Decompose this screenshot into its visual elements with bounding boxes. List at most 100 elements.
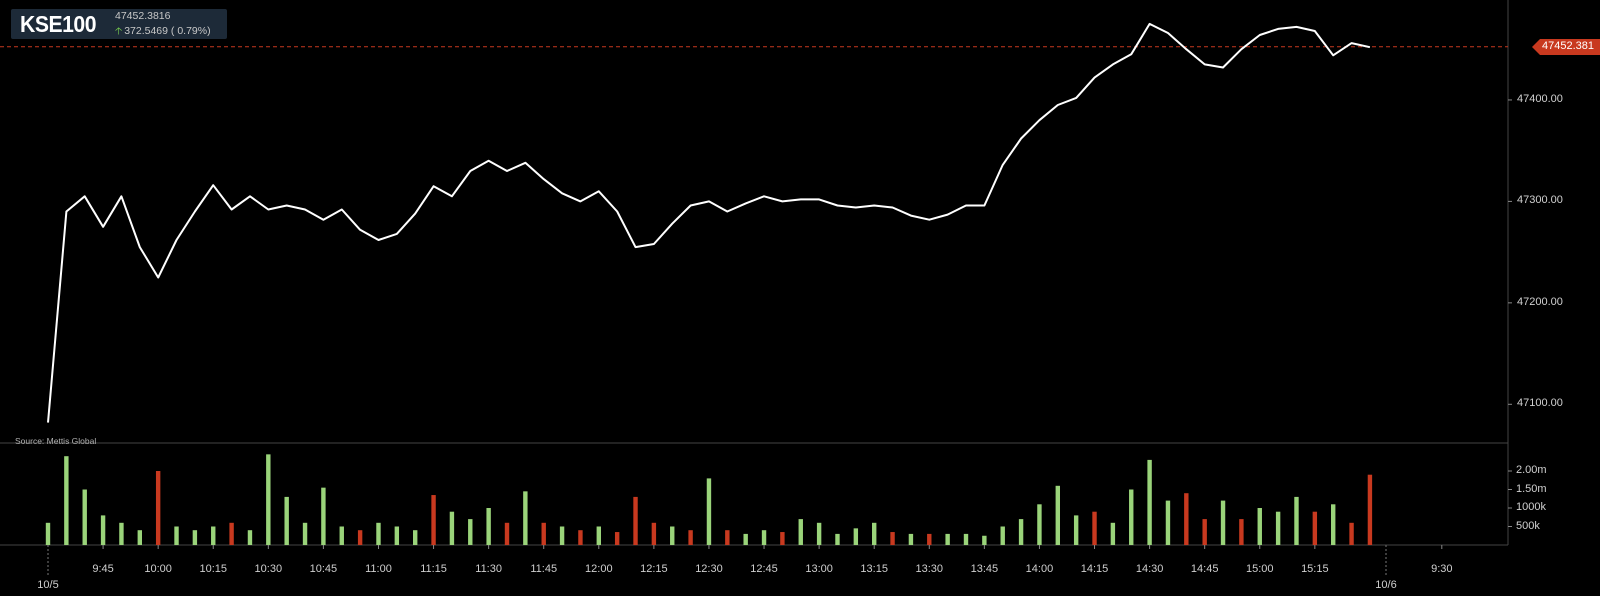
- volume-bar: [945, 533, 950, 545]
- price-change-value: 372.5469 ( 0.79%): [124, 25, 211, 37]
- volume-bar: [780, 532, 785, 545]
- volume-bar: [486, 508, 491, 545]
- volume-bar: [890, 532, 895, 545]
- volume-bar: [1275, 511, 1281, 545]
- volume-bar: [1294, 496, 1299, 545]
- volume-bar: [174, 526, 179, 545]
- x-tick-label: 13:15: [860, 563, 888, 575]
- x-tick-label: 14:45: [1190, 563, 1219, 575]
- x-tick-label: 9:30: [1431, 563, 1453, 575]
- x-tick-label: 11:45: [530, 563, 558, 575]
- volume-bar: [761, 530, 767, 545]
- volume-bar: [413, 530, 418, 545]
- volume-bar: [1312, 511, 1318, 545]
- volume-bar: [229, 522, 234, 545]
- volume-bar: [872, 522, 877, 545]
- x-tick-label: 10:15: [199, 563, 227, 575]
- volume-bar: [559, 526, 565, 545]
- volume-bar: [816, 522, 822, 545]
- price-y-tick-label: 47200.00: [1517, 295, 1563, 308]
- volume-bar: [1331, 504, 1336, 545]
- volume-bar: [266, 454, 271, 545]
- volume-bar: [155, 471, 161, 545]
- last-price-tag-label: 47452.381: [1542, 39, 1594, 52]
- x-tick-label: 11:15: [420, 563, 447, 575]
- volume-bar: [798, 519, 803, 545]
- price-y-tick-label: 47300.00: [1517, 194, 1563, 207]
- x-tick-label: 15:15: [1301, 563, 1329, 575]
- volume-bar: [651, 522, 657, 545]
- x-tick-label: 10:30: [254, 563, 283, 575]
- volume-bar: [853, 528, 859, 545]
- last-price-tag: 47452.381: [1532, 38, 1600, 55]
- price-line: [47, 22, 1371, 423]
- x-tick-label: 12:30: [695, 563, 723, 575]
- volume-bar: [633, 496, 638, 545]
- volume-bar: [468, 519, 473, 545]
- x-tick-label: 12:15: [640, 563, 668, 575]
- volume-bar: [1055, 485, 1060, 545]
- volume-bar: [1129, 489, 1134, 545]
- last-price: 47452.3816: [115, 10, 171, 22]
- volume-bar: [247, 530, 253, 545]
- volume-bar: [1000, 526, 1005, 545]
- symbol-header: KSE100 47452.3816 🡡 372.5469 ( 0.79%): [11, 9, 227, 39]
- volume-bar: [743, 533, 748, 545]
- volume-bar: [64, 456, 69, 545]
- volume-bar: [614, 532, 620, 545]
- volume-bar: [1202, 519, 1207, 545]
- volume-bar: [596, 526, 601, 545]
- volume-bar: [1239, 519, 1244, 545]
- volume-bar: [688, 530, 693, 545]
- volume-bar: [1147, 459, 1152, 545]
- volume-y-tick-label: 1000k: [1516, 501, 1546, 513]
- last-price-tag-pointer: [1532, 38, 1540, 55]
- volume-bar: [835, 533, 840, 545]
- x-tick-label: 13:30: [915, 563, 944, 575]
- x-tick-label: 10:00: [144, 563, 172, 575]
- x-tick-label: 15:00: [1245, 563, 1274, 575]
- volume-bar: [1073, 515, 1079, 545]
- x-tick-label: 14:30: [1135, 563, 1164, 575]
- volume-bar: [302, 522, 308, 545]
- volume-bar: [1349, 522, 1354, 545]
- last-price-tag-background: [1540, 38, 1600, 55]
- price-y-tick-label: 47400.00: [1517, 92, 1563, 105]
- volume-bar: [927, 533, 932, 545]
- volume-bar: [449, 511, 455, 545]
- volume-bar: [504, 522, 510, 545]
- volume-bar: [1110, 522, 1116, 545]
- volume-bar: [1092, 511, 1097, 545]
- volume-bar: [908, 533, 914, 545]
- symbol-name: KSE100: [20, 11, 97, 37]
- volume-bar: [523, 491, 528, 545]
- x-tick-label: 10:45: [309, 563, 338, 575]
- price-y-tick-label: 47100.00: [1517, 397, 1563, 410]
- volume-bar: [963, 533, 969, 545]
- volume-bar: [82, 489, 87, 545]
- volume-bar: [706, 478, 712, 545]
- volume-bar: [431, 495, 436, 545]
- x-tick-label: 13:45: [970, 563, 999, 575]
- x-tick-label: 12:00: [585, 563, 613, 575]
- x-tick-label: 14:00: [1025, 563, 1054, 575]
- price-change: 🡡 372.5469 ( 0.79%): [115, 24, 211, 41]
- volume-y-tick-label: 2.00m: [1516, 464, 1547, 476]
- volume-bar: [982, 535, 987, 545]
- volume-bar: [578, 530, 583, 545]
- volume-bar: [1165, 500, 1171, 545]
- volume-bar: [1037, 504, 1042, 545]
- volume-bar: [284, 496, 289, 545]
- up-arrow-icon: 🡡: [115, 26, 123, 37]
- volume-y-tick-label: 1.50m: [1516, 482, 1547, 495]
- volume-bar: [376, 522, 381, 545]
- volume-y-tick-label: 500k: [1516, 519, 1540, 532]
- volume-bar: [670, 526, 675, 545]
- volume-bar: [45, 522, 51, 545]
- volume-bar: [192, 530, 198, 545]
- x-tick-label: 12:45: [750, 563, 778, 575]
- volume-bar: [1184, 493, 1189, 545]
- volume-bar: [339, 526, 344, 545]
- volume-bar: [1220, 500, 1226, 545]
